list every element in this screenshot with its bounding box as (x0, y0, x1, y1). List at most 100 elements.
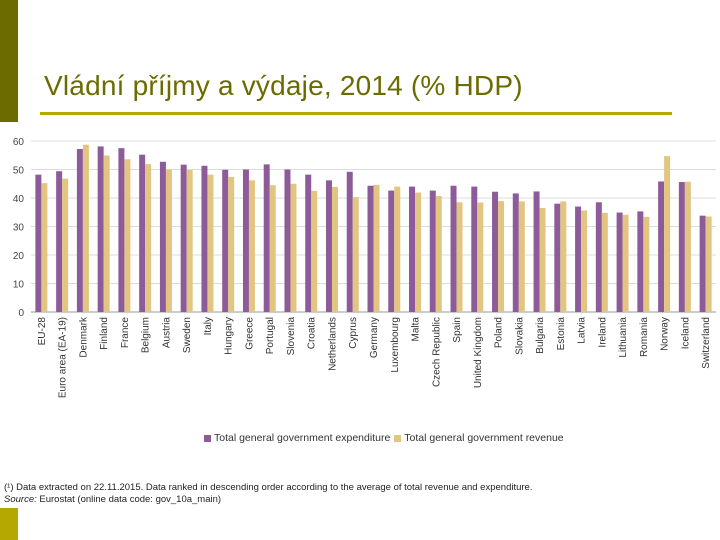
x-tick-label: Slovakia (514, 317, 525, 355)
bar-revenue (664, 156, 671, 312)
bar-revenue (269, 185, 276, 312)
bar-expenditure (242, 169, 249, 312)
x-tick-label: Ireland (597, 317, 608, 348)
x-tick-label: Netherlands (327, 317, 338, 371)
legend-label-revenue: Total general government revenue (404, 432, 564, 444)
y-tick-label: 50 (13, 166, 25, 177)
x-tick-label: Denmark (78, 316, 89, 358)
bar-expenditure (554, 203, 561, 312)
x-tick-label: Lithuania (618, 317, 629, 358)
x-tick-label: Latvia (577, 317, 588, 344)
bar-revenue (311, 190, 318, 312)
bar-revenue (207, 174, 214, 312)
bar-revenue (601, 212, 608, 312)
x-tick-label: France (120, 317, 131, 349)
x-tick-label: Belgium (141, 317, 152, 353)
legend-item-revenue: Total general government revenue (394, 432, 564, 444)
bar-expenditure (471, 186, 478, 312)
x-tick-label: Iceland (680, 317, 691, 349)
bar-revenue (498, 201, 505, 312)
bar-expenditure (678, 182, 685, 312)
bar-expenditure (533, 191, 540, 312)
bar-chart: 0 10 20 30 40 50 60 EU-28 Euro area (EA-19) Denma… (13, 137, 716, 398)
bar-expenditure (658, 181, 665, 312)
bar-revenue (186, 170, 193, 312)
bar-expenditure (201, 165, 208, 312)
x-tick-label: Luxembourg (390, 317, 401, 373)
x-tick-label: United Kingdom (473, 317, 484, 388)
y-tick-label: 10 (13, 280, 25, 291)
accent-bar-top (0, 0, 18, 122)
x-tick-label: Spain (452, 317, 463, 343)
y-tick-label: 0 (18, 308, 24, 319)
bar-revenue (352, 197, 359, 312)
bar-expenditure (139, 154, 146, 312)
legend-item-expenditure: Total general government expenditure (204, 432, 390, 444)
x-tick-label: Finland (99, 317, 110, 350)
x-tick-label: EU-28 (37, 317, 48, 346)
bar-expenditure (305, 174, 312, 312)
bar-revenue (228, 176, 235, 312)
bar-expenditure (263, 164, 270, 312)
x-tick-label: Estonia (556, 317, 567, 351)
bar-revenue (435, 196, 442, 312)
source-label: Source: (4, 494, 37, 505)
bar-revenue (684, 181, 691, 312)
bar-expenditure (409, 186, 416, 312)
bar-expenditure (118, 148, 125, 312)
bar-revenue (290, 183, 297, 312)
bar-expenditure (346, 171, 353, 312)
bar-expenditure (575, 206, 582, 312)
bar-expenditure (180, 164, 187, 312)
bar-revenue (331, 186, 338, 312)
bar-expenditure (492, 191, 499, 312)
x-tick-label: Germany (369, 317, 380, 358)
x-tick-label: Austria (161, 317, 172, 349)
bar-revenue (103, 155, 110, 312)
bar-revenue (124, 159, 131, 312)
x-tick-label: Croatia (307, 317, 318, 350)
bar-revenue (477, 202, 484, 312)
x-tick-label: Slovenia (286, 317, 297, 356)
bar-expenditure (367, 185, 374, 312)
bar-revenue (373, 184, 380, 312)
bar-expenditure (56, 171, 63, 312)
legend-label-expenditure: Total general government expenditure (214, 432, 391, 444)
bar-revenue (456, 202, 463, 312)
bar-revenue (248, 180, 255, 312)
bar-expenditure (222, 169, 229, 312)
bar-expenditure (595, 202, 602, 312)
x-tick-label: Malta (411, 317, 422, 342)
x-tick-label: Norway (660, 317, 671, 351)
x-tick-label: Poland (494, 317, 505, 348)
footnote-data-note: (¹) Data extracted on 22.11.2015. Data r… (4, 482, 533, 493)
bar-revenue (622, 214, 629, 312)
bar-expenditure (616, 212, 623, 312)
bar-revenue (145, 164, 152, 312)
bar-revenue (394, 186, 401, 312)
bar-revenue (560, 201, 567, 312)
bar-expenditure (637, 211, 644, 312)
accent-bar-bottom (0, 508, 18, 540)
bar-revenue (82, 144, 89, 312)
bar-expenditure (512, 193, 519, 312)
x-tick-label: Portugal (265, 317, 276, 354)
legend-swatch-revenue (394, 434, 402, 442)
y-tick-label: 30 (13, 223, 25, 234)
bar-expenditure (76, 148, 83, 312)
bar-revenue (41, 183, 48, 312)
x-tick-label: Switzerland (701, 317, 712, 369)
bar-expenditure (388, 190, 395, 312)
legend-swatch-expenditure (204, 434, 211, 442)
bar-revenue (705, 216, 712, 312)
source-text: Eurostat (online data code: gov_10a_main… (36, 494, 222, 505)
y-tick-label: 20 (13, 251, 25, 262)
bar-expenditure (699, 215, 706, 312)
bar-expenditure (97, 146, 104, 312)
y-tick-label: 60 (13, 137, 25, 148)
bar-expenditure (429, 190, 436, 312)
footnote-source: Source: Eurostat (online data code: gov_… (4, 494, 532, 506)
bar-expenditure (450, 185, 457, 312)
x-tick-label: Hungary (224, 317, 235, 355)
x-tick-label: Romania (639, 317, 650, 357)
